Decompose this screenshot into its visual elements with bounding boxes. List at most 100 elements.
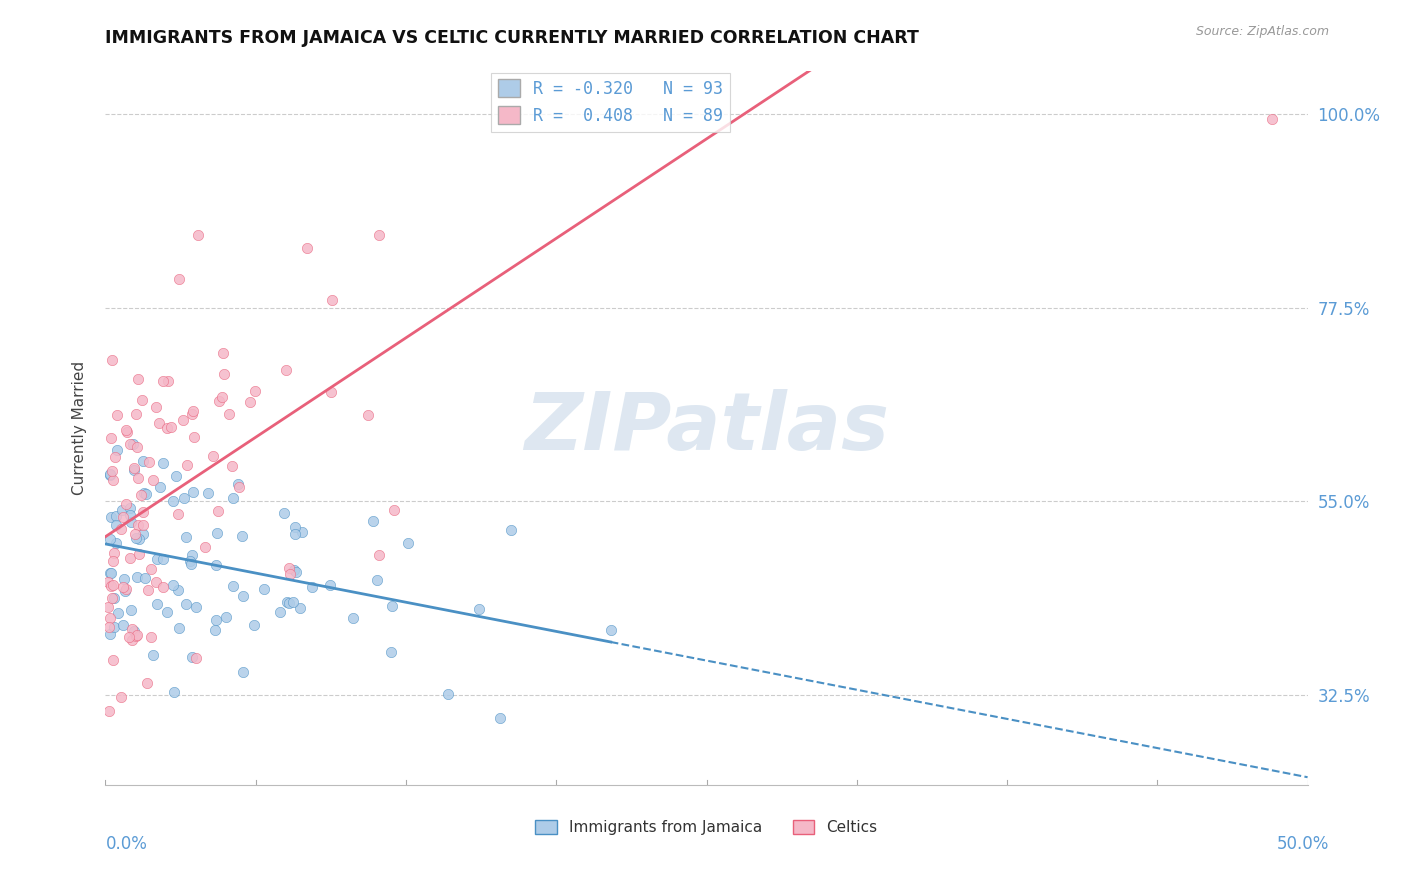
Point: [232, 665, 254, 679]
Point: [181, 407, 204, 421]
Point: [127, 440, 149, 454]
Point: [101, 554, 124, 568]
Text: 0.0%: 0.0%: [105, 835, 148, 853]
Point: [122, 461, 145, 475]
Point: [111, 503, 134, 517]
Point: [115, 497, 138, 511]
Point: [110, 690, 132, 704]
Point: [281, 595, 304, 609]
Point: [128, 547, 150, 561]
Point: [118, 436, 141, 450]
Point: [499, 524, 522, 538]
Point: [148, 416, 170, 430]
Point: [101, 578, 124, 592]
Point: [221, 491, 243, 506]
Point: [232, 590, 254, 604]
Point: [124, 463, 146, 477]
Point: [97, 619, 120, 633]
Point: [321, 293, 343, 308]
Point: [135, 487, 157, 501]
Point: [278, 561, 301, 575]
Point: [181, 548, 204, 562]
Point: [134, 571, 156, 585]
Point: [121, 633, 143, 648]
Point: [160, 420, 183, 434]
Point: [301, 580, 323, 594]
Point: [152, 580, 174, 594]
Point: [112, 510, 135, 524]
Point: [319, 384, 342, 399]
Point: [125, 407, 148, 421]
Point: [128, 532, 150, 546]
Point: [97, 599, 120, 614]
Point: [382, 503, 405, 517]
Point: [125, 629, 148, 643]
Point: [239, 395, 262, 409]
Point: [226, 477, 249, 491]
Point: [132, 486, 155, 500]
Point: [103, 620, 125, 634]
Point: [105, 517, 128, 532]
Point: [118, 551, 141, 566]
Point: [174, 530, 197, 544]
Point: [127, 471, 149, 485]
Point: [98, 467, 121, 482]
Point: [145, 597, 167, 611]
Point: [396, 535, 419, 549]
Point: [222, 579, 245, 593]
Point: [138, 455, 160, 469]
Point: [283, 563, 305, 577]
Point: [437, 687, 460, 701]
Point: [118, 630, 141, 644]
Point: [201, 449, 224, 463]
Point: [107, 607, 129, 621]
Point: [132, 527, 155, 541]
Point: [208, 393, 231, 408]
Point: [367, 227, 389, 242]
Point: [103, 546, 125, 560]
Point: [284, 527, 307, 541]
Point: [124, 527, 146, 541]
Point: [131, 392, 153, 407]
Point: [112, 617, 135, 632]
Point: [121, 437, 143, 451]
Point: [98, 627, 121, 641]
Text: IMMIGRANTS FROM JAMAICA VS CELTIC CURRENTLY MARRIED CORRELATION CHART: IMMIGRANTS FROM JAMAICA VS CELTIC CURREN…: [105, 29, 920, 46]
Point: [167, 507, 190, 521]
Point: [366, 573, 388, 587]
Point: [183, 404, 205, 418]
Point: [152, 456, 174, 470]
Point: [228, 480, 250, 494]
Point: [167, 621, 190, 635]
Point: [197, 486, 219, 500]
Point: [97, 574, 120, 589]
Point: [135, 676, 157, 690]
Point: [142, 648, 165, 662]
Point: [98, 533, 121, 547]
Point: [342, 610, 364, 624]
Point: [181, 485, 204, 500]
Point: [98, 610, 121, 624]
Point: [218, 408, 240, 422]
Point: [284, 520, 307, 534]
Point: [115, 423, 138, 437]
Point: [103, 591, 125, 605]
Point: [101, 591, 124, 605]
Point: [183, 430, 205, 444]
Point: [176, 458, 198, 472]
Point: [253, 582, 276, 596]
Point: [139, 562, 162, 576]
Point: [101, 465, 124, 479]
Point: [205, 558, 228, 573]
Point: [165, 469, 187, 483]
Point: [211, 346, 233, 360]
Point: [276, 595, 298, 609]
Point: [180, 650, 202, 665]
Point: [131, 505, 153, 519]
Point: [145, 400, 167, 414]
Point: [278, 566, 301, 581]
Point: [127, 628, 149, 642]
Point: [179, 554, 201, 568]
Point: [139, 630, 162, 644]
Point: [269, 605, 291, 619]
